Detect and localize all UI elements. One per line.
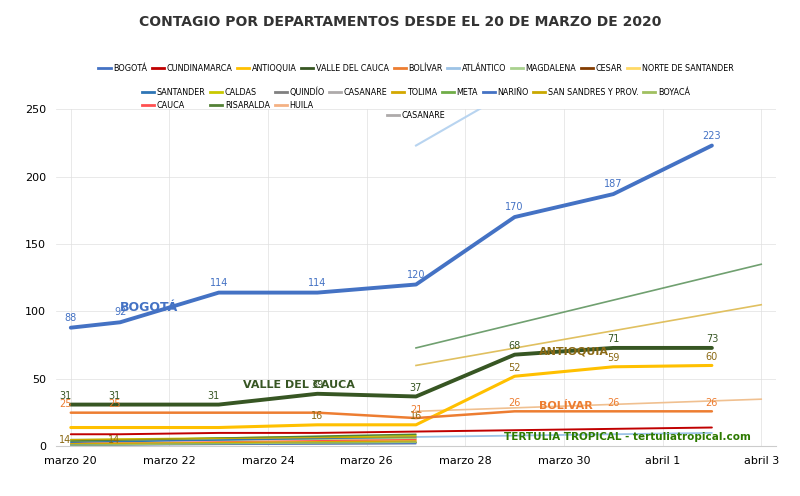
Text: CONTAGIO POR DEPARTAMENTOS DESDE EL 20 DE MARZO DE 2020: CONTAGIO POR DEPARTAMENTOS DESDE EL 20 D… [139,15,661,29]
Text: TERTULIA TROPICAL - tertuliatropical.com: TERTULIA TROPICAL - tertuliatropical.com [505,433,751,442]
Text: 223: 223 [702,130,722,140]
Text: 59: 59 [607,353,619,363]
Text: 31: 31 [207,391,219,401]
Text: VALLE DEL CAUCA: VALLE DEL CAUCA [243,380,355,390]
Text: 73: 73 [706,334,718,344]
Text: 37: 37 [410,383,422,393]
Text: 114: 114 [210,278,228,288]
Text: 26: 26 [509,398,521,408]
Text: 26: 26 [706,398,718,408]
Text: 88: 88 [65,313,77,323]
Text: 71: 71 [607,334,619,344]
Text: 68: 68 [509,341,521,351]
Text: 170: 170 [506,202,524,212]
Legend: CASANARE: CASANARE [384,108,448,124]
Text: 187: 187 [604,179,622,189]
Text: 25: 25 [108,399,121,409]
Text: 39: 39 [311,380,323,390]
Text: 14: 14 [109,435,121,445]
Text: 21: 21 [410,405,422,415]
Text: BOLÍVAR: BOLÍVAR [539,401,593,411]
Text: 52: 52 [508,363,521,372]
Text: 60: 60 [706,352,718,362]
Text: 26: 26 [607,398,619,408]
Text: 31: 31 [59,391,71,401]
Text: 31: 31 [109,391,121,401]
Text: 25: 25 [59,399,71,409]
Text: 16: 16 [410,411,422,421]
Text: 14: 14 [59,435,71,445]
Text: 120: 120 [406,269,426,280]
Text: ANTIOQUIA: ANTIOQUIA [539,347,610,357]
Text: BOGOTÁ: BOGOTÁ [120,302,178,314]
Text: 114: 114 [308,278,326,288]
Text: 16: 16 [311,411,323,421]
Text: 92: 92 [114,308,126,317]
